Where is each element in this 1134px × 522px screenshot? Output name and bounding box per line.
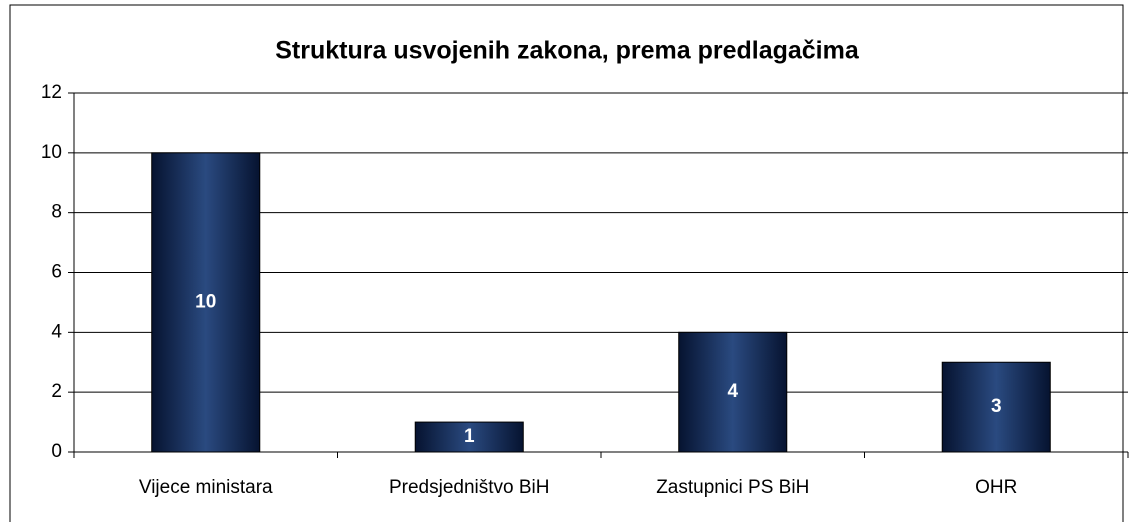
- value-label: 4: [727, 381, 738, 402]
- y-tick-label: 0: [51, 441, 62, 462]
- x-tick-label: Zastupnici PS BiH: [656, 477, 809, 498]
- bar: [678, 331, 788, 453]
- y-tick-label: 12: [41, 82, 62, 103]
- value-label: 3: [991, 396, 1002, 417]
- bar: [941, 361, 1051, 453]
- y-tick-label: 8: [51, 202, 62, 223]
- x-tick-label: OHR: [975, 477, 1017, 498]
- y-tick-label: 2: [51, 381, 62, 402]
- value-label: 1: [464, 426, 475, 447]
- y-tick-label: 4: [51, 321, 62, 342]
- bar: [414, 421, 524, 453]
- y-tick-label: 6: [51, 262, 62, 283]
- value-label: 10: [195, 291, 216, 312]
- chart-title: Struktura usvojenih zakona, prema predla…: [275, 37, 860, 65]
- x-tick-label: Predsjedništvo BiH: [389, 477, 550, 498]
- x-tick-label: Vijece ministara: [139, 477, 273, 498]
- y-tick-label: 10: [41, 142, 62, 163]
- bar: [151, 152, 261, 453]
